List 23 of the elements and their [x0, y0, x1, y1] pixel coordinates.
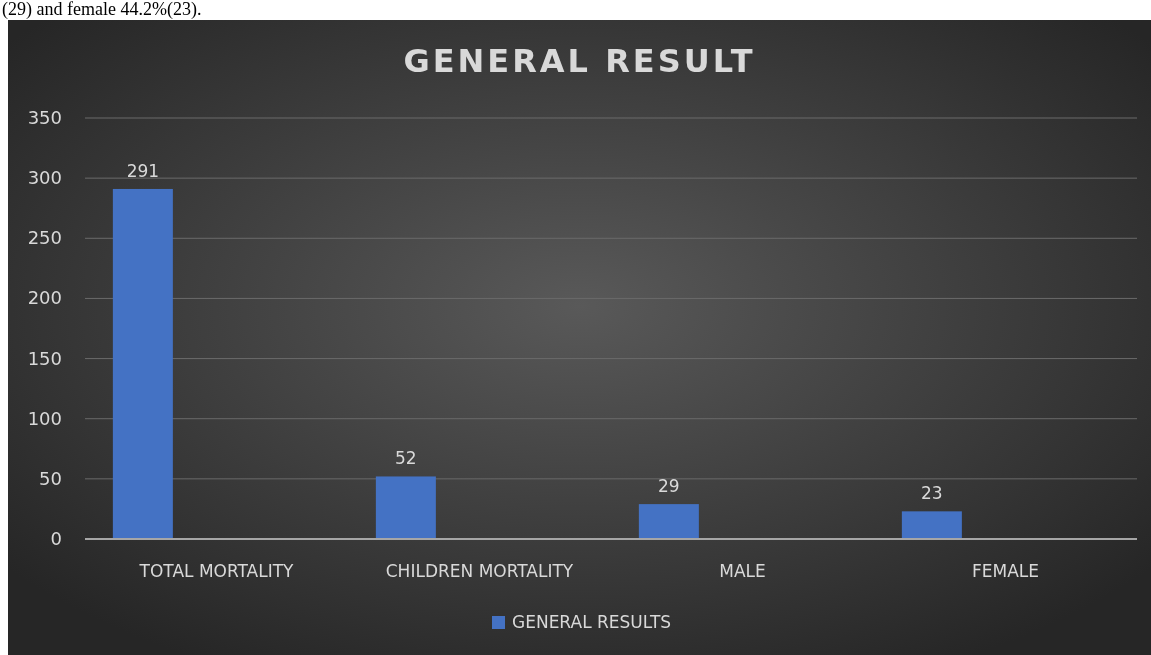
data-label: 29 [658, 476, 680, 497]
data-label: 52 [395, 448, 417, 469]
y-tick-label: 50 [39, 467, 62, 489]
legend-label: GENERAL RESULTS [512, 612, 672, 632]
data-label: 291 [126, 160, 160, 181]
y-tick-label: 150 [27, 347, 62, 369]
y-tick-label: 0 [50, 528, 62, 549]
x-tick-label: FEMALE [971, 561, 1040, 581]
y-tick-label: 100 [27, 407, 62, 429]
bar [112, 188, 173, 539]
y-tick-label: 300 [27, 167, 62, 189]
bar [375, 476, 436, 539]
x-tick-label: CHILDREN MORTALITY [385, 561, 574, 581]
y-tick-label: 200 [27, 287, 62, 309]
text: (29) and female 44.2%(23). [2, 0, 202, 20]
x-tick-label: TOTAL MORTALITY [138, 561, 295, 581]
bar [638, 504, 699, 539]
data-label: 23 [921, 483, 943, 504]
x-tick-label: MALE [719, 561, 766, 581]
bar [901, 511, 962, 539]
y-tick-label: 250 [27, 227, 62, 249]
chart-title: GENERAL RESULT [403, 42, 756, 80]
y-tick-label: 350 [27, 107, 62, 128]
